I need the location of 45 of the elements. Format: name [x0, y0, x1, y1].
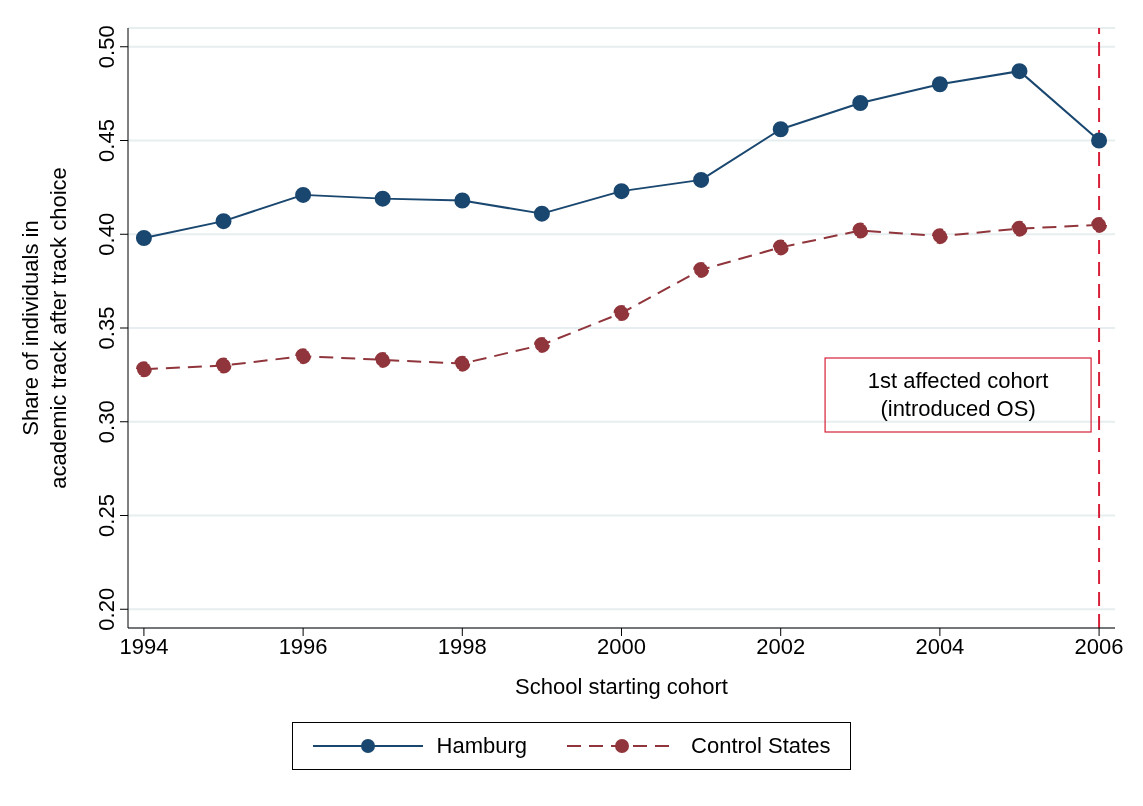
point [693, 261, 710, 278]
y-tick-label: 0.20 [94, 587, 119, 631]
x-tick-label: 2004 [915, 633, 965, 659]
x-axis-title: School starting cohort [515, 674, 728, 699]
point [215, 213, 232, 230]
point [454, 355, 471, 372]
point [772, 239, 789, 256]
point [772, 121, 789, 138]
point [135, 230, 152, 246]
point [931, 228, 948, 245]
point [533, 205, 550, 222]
point [1011, 63, 1028, 80]
point [135, 361, 152, 378]
point [852, 222, 869, 239]
point [454, 192, 471, 209]
ref-line-label: 1st affected cohort (introduced OS) [867, 368, 1049, 421]
point [374, 190, 391, 207]
x-tick-label: 2006 [1074, 633, 1124, 659]
point [295, 348, 312, 365]
point [852, 95, 869, 111]
y-tick-label: 0.40 [94, 212, 119, 256]
x-tick-label: 1996 [278, 633, 328, 659]
point [215, 357, 232, 374]
point [295, 186, 312, 203]
x-tick-label: 1998 [437, 633, 487, 659]
y-tick-label: 0.35 [94, 306, 119, 350]
y-tick-label: 0.50 [94, 25, 119, 69]
point [1091, 132, 1108, 149]
point [931, 76, 948, 93]
legend-label: Hamburg [436, 733, 528, 759]
point [613, 305, 630, 321]
x-tick-label: 2000 [597, 633, 646, 659]
point [1091, 216, 1108, 233]
point [533, 336, 550, 353]
y-axis-title: Share of individuals in academic track after track choice [18, 167, 71, 489]
legend-label: Control States [691, 733, 831, 759]
x-tick-label: 1994 [119, 633, 169, 659]
x-tick-label: 2002 [756, 633, 806, 659]
point [613, 183, 630, 200]
point [374, 351, 391, 368]
y-tick-label: 0.25 [94, 494, 119, 537]
point [1011, 220, 1028, 237]
y-tick-label: 0.30 [94, 400, 119, 444]
point [693, 171, 710, 188]
y-tick-label: 0.45 [94, 119, 119, 162]
